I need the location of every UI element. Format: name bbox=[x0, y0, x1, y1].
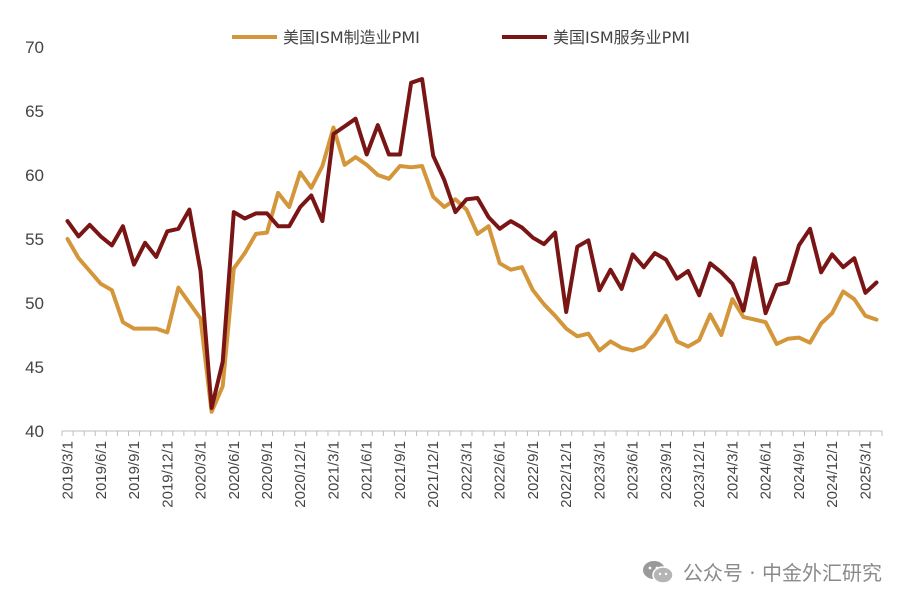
x-tick-label: 2021/12/1 bbox=[425, 441, 442, 508]
y-tick-label: 60 bbox=[25, 166, 44, 185]
x-tick-label: 2021/3/1 bbox=[325, 441, 342, 499]
x-tick-label: 2020/3/1 bbox=[193, 441, 210, 499]
x-tick-label: 2019/9/1 bbox=[126, 441, 143, 499]
x-tick-label: 2023/6/1 bbox=[625, 441, 642, 499]
x-tick-label: 2023/9/1 bbox=[658, 441, 675, 499]
x-tick-label: 2024/12/1 bbox=[824, 441, 841, 508]
y-tick-label: 65 bbox=[25, 102, 44, 121]
x-tick-label: 2021/6/1 bbox=[359, 441, 376, 499]
x-tick-label: 2022/6/1 bbox=[492, 441, 509, 499]
y-tick-label: 45 bbox=[25, 358, 44, 377]
x-tick-label: 2020/9/1 bbox=[259, 441, 276, 499]
series-lines bbox=[65, 77, 879, 414]
y-tick-label: 40 bbox=[25, 422, 44, 441]
x-tick-label: 2022/9/1 bbox=[525, 441, 542, 499]
x-tick-label: 2020/12/1 bbox=[292, 441, 309, 508]
series-line-1 bbox=[65, 125, 879, 414]
x-tick-label: 2019/6/1 bbox=[93, 441, 110, 499]
legend-label-2: 美国ISM服务业PMI bbox=[553, 28, 690, 47]
wechat-icon bbox=[642, 560, 674, 584]
x-tick-label: 2024/3/1 bbox=[724, 441, 741, 499]
legend: 美国ISM制造业PMI 美国ISM服务业PMI bbox=[232, 28, 690, 47]
x-tick-label: 2022/3/1 bbox=[458, 441, 475, 499]
x-tick-label: 2023/3/1 bbox=[591, 441, 608, 499]
y-axis-ticks: 40 45 50 55 60 65 70 bbox=[25, 38, 44, 441]
watermark: 公众号 · 中金外汇研究 bbox=[641, 557, 882, 586]
y-tick-label: 50 bbox=[25, 294, 44, 313]
x-tick-label: 2023/12/1 bbox=[691, 441, 708, 508]
x-tick-label: 2019/3/1 bbox=[60, 441, 77, 499]
watermark-text: 公众号 · 中金外汇研究 bbox=[682, 561, 882, 585]
x-tick-label: 2020/6/1 bbox=[226, 441, 243, 499]
x-tick-label: 2024/9/1 bbox=[791, 441, 808, 499]
legend-label-1: 美国ISM制造业PMI bbox=[283, 28, 420, 47]
x-tick-label: 2019/12/1 bbox=[159, 441, 176, 508]
series-line-2 bbox=[65, 77, 879, 410]
x-axis-ticks: 2019/3/1 2019/6/1 2019/9/1 2019/12/1 2020/3/… bbox=[60, 431, 883, 508]
x-tick-label: 2022/12/1 bbox=[558, 441, 575, 508]
x-tick-label: 2024/6/1 bbox=[758, 441, 775, 499]
x-tick-label: 2025/3/1 bbox=[857, 441, 874, 499]
y-tick-label: 55 bbox=[25, 230, 44, 249]
y-tick-label: 70 bbox=[25, 38, 44, 57]
x-tick-label: 2021/9/1 bbox=[392, 441, 409, 499]
